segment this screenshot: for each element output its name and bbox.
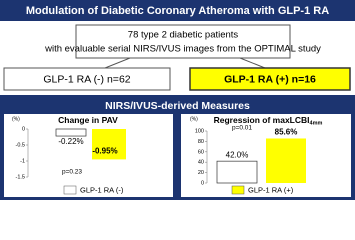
y-tick-label: 20 (198, 170, 204, 176)
y-tick-label: 0 (22, 126, 25, 132)
y-axis-label: (%) (12, 116, 20, 122)
y-tick-label: -1.5 (16, 174, 25, 180)
population-line: with evaluable serial NIRS/IVUS images f… (44, 44, 321, 55)
value-label: 85.6% (275, 128, 298, 137)
y-tick-label: 80 (198, 139, 204, 145)
header-title: Modulation of Diabetic Coronary Atheroma… (26, 5, 329, 17)
population-box (75, 24, 291, 59)
charts: Change in PAV(%)0-0.5-1-1.5-0.22%-0.95%p… (12, 115, 322, 194)
figure: Modulation of Diabetic Coronary Atheroma… (0, 0, 355, 200)
legend-label: GLP-1 RA (-) (80, 185, 124, 194)
y-tick-label: -1 (20, 158, 25, 164)
value-label: -0.95% (92, 147, 117, 156)
chart-title-main: Change in PAV (58, 115, 118, 125)
group-label: GLP-1 RA (-) n=62 (43, 73, 130, 85)
chart-panel (4, 114, 173, 197)
bar (92, 129, 126, 160)
legend-swatch (63, 185, 77, 195)
bar (55, 128, 87, 137)
legend-label: GLP-1 RA (+) (248, 185, 294, 194)
chart-title-subscript: 4mm (310, 121, 323, 127)
group-box (189, 67, 351, 91)
value-label: 42.0% (226, 150, 249, 159)
chart-title: Change in PAV (58, 115, 118, 125)
arrows (104, 57, 266, 69)
chart-title: Regression of maxLCBI4mm (214, 115, 323, 127)
y-tick-label: 0 (201, 180, 204, 186)
p-value: p=0.01 (232, 125, 252, 132)
bar (266, 138, 306, 183)
group-box (3, 67, 171, 91)
bar (216, 160, 258, 184)
chart-title-main: Regression of maxLCBI (214, 115, 310, 125)
header-bar (0, 0, 355, 21)
y-tick-label: -0.5 (16, 142, 25, 148)
y-tick-label: 100 (195, 128, 204, 134)
value-label: -0.22% (58, 137, 83, 146)
section-title: NIRS/IVUS-derived Measures (105, 100, 250, 112)
y-tick-label: 40 (198, 160, 204, 166)
p-value: p=0.23 (62, 169, 82, 176)
page: Modulation of Diabetic Coronary Atheroma… (0, 0, 355, 200)
legend-swatch (231, 185, 245, 195)
y-axis-label: (%) (190, 116, 198, 122)
population-line: 78 type 2 diabetic patients (128, 30, 239, 41)
y-tick-label: 60 (198, 149, 204, 155)
group-label: GLP-1 RA (+) n=16 (224, 73, 316, 85)
